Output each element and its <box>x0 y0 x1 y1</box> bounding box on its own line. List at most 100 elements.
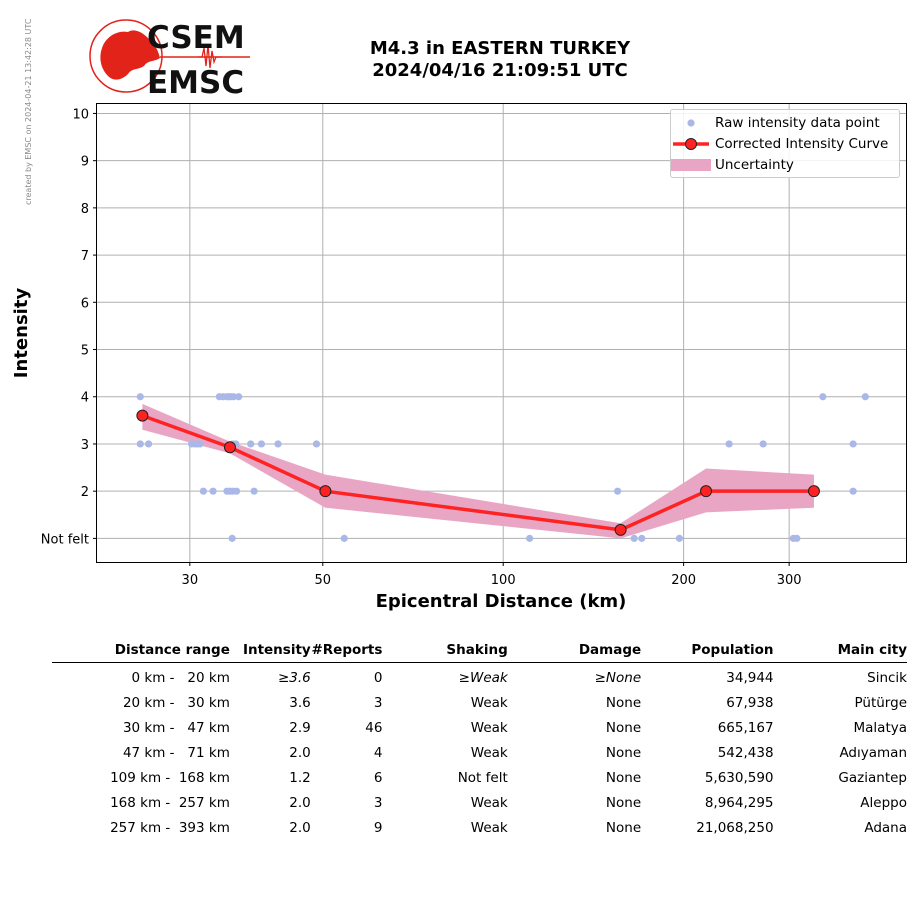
cell-city: Malatya <box>853 719 908 736</box>
chart-legend: Raw intensity data point Corrected Inten… <box>670 109 900 178</box>
legend-uncertainty-symbol <box>671 159 711 171</box>
table-row: 109 km - 168 km 1.2 6 Not felt None 5,63… <box>52 765 907 790</box>
col-population: Population <box>641 640 774 663</box>
cell-population: 67,938 <box>726 694 774 711</box>
side-credit-text: created by EMSC on 2024-04-21 13:42:28 U… <box>24 18 33 205</box>
cell-reports: 46 <box>365 719 383 736</box>
logo-csem: CSEM <box>147 20 245 56</box>
cell-distance: 257 km - 393 km <box>110 819 230 836</box>
cell-population: 8,964,295 <box>704 794 774 811</box>
y-tick-label: 10 <box>72 107 89 122</box>
legend-curve-symbol <box>673 138 709 150</box>
cell-intensity: ≥3.6 <box>277 669 311 686</box>
cell-reports: 6 <box>373 769 383 786</box>
legend-uncertainty-label: Uncertainty <box>715 157 794 173</box>
table-row: 47 km - 71 km 2.0 4 Weak None 542,438 Ad… <box>52 740 907 765</box>
cell-population: 34,944 <box>726 669 774 686</box>
raw-data-point <box>849 487 857 495</box>
raw-data-point <box>675 534 684 542</box>
curve-point <box>223 441 236 454</box>
raw-data-point <box>199 487 207 495</box>
cell-city: Pütürge <box>854 694 908 711</box>
raw-data-point <box>196 440 204 448</box>
csem-emsc-logo: CSEM EMSC <box>89 19 250 98</box>
cell-shaking: Weak <box>470 694 508 711</box>
intensity-summary-table: Distance range Intensity #Reports Shakin… <box>52 640 907 840</box>
y-tick-label: 6 <box>81 296 89 311</box>
chart-title-line2: 2024/04/16 21:09:51 UTC <box>372 60 628 81</box>
y-tick-label: 9 <box>81 155 89 170</box>
y-tick-label: 3 <box>81 438 89 453</box>
cell-damage: None <box>605 719 642 736</box>
cell-population: 665,167 <box>717 719 774 736</box>
chart-title: M4.3 in EASTERN TURKEY 2024/04/16 21:09:… <box>300 38 700 82</box>
cell-distance: 168 km - 257 km <box>110 794 230 811</box>
legend-raw-symbol <box>687 119 695 127</box>
raw-data-point <box>257 440 266 448</box>
cell-shaking: Not felt <box>457 769 508 786</box>
raw-data-point <box>793 534 801 542</box>
cell-reports: 3 <box>373 694 383 711</box>
col-damage: Damage <box>507 640 642 663</box>
globe-icon <box>89 19 163 93</box>
cell-intensity: 3.6 <box>289 694 311 711</box>
col-shaking: Shaking <box>382 640 508 663</box>
raw-data-point <box>274 440 282 448</box>
curve-markers <box>136 409 820 536</box>
raw-data-point <box>340 534 348 542</box>
raw-data-point <box>861 393 869 401</box>
raw-data-point <box>230 393 238 401</box>
raw-data-point <box>759 440 767 448</box>
cell-shaking: Weak <box>470 719 508 736</box>
curve-line <box>141 413 814 532</box>
raw-data-point <box>232 487 241 495</box>
intensity-chart: Not felt 2 3 4 5 6 7 8 9 10 30 50 100 200 300 Epicent… <box>11 103 907 612</box>
y-tick-label: 4 <box>81 391 89 406</box>
legend-curve-label: Corrected Intensity Curve <box>715 136 889 152</box>
table-row: 30 km - 47 km 2.9 46 Weak None 665,167 M… <box>52 715 907 740</box>
col-distance-range: Distance range <box>52 640 230 663</box>
raw-data-point <box>250 487 258 495</box>
table-row: 168 km - 257 km 2.0 3 Weak None 8,964,29… <box>52 790 907 815</box>
y-tick-label: 2 <box>81 485 89 500</box>
legend-raw-label: Raw intensity data point <box>715 115 880 131</box>
cell-damage: None <box>605 819 642 836</box>
x-tick-label: 300 <box>777 573 802 588</box>
cell-city: Gaziantep <box>838 769 907 786</box>
table-header-row: Distance range Intensity #Reports Shakin… <box>52 640 907 663</box>
col-main-city: Main city <box>773 640 907 663</box>
plot-frame <box>96 103 907 563</box>
raw-data-point <box>725 440 733 448</box>
cell-intensity: 2.0 <box>289 819 311 836</box>
logo-emsc: EMSC <box>147 65 244 98</box>
raw-points <box>136 393 869 542</box>
curve-point <box>614 523 627 536</box>
raw-data-point <box>144 440 153 448</box>
legend-item-curve: Corrected Intensity Curve <box>671 134 899 154</box>
table-row: 20 km - 30 km 3.6 3 Weak None 67,938 Püt… <box>52 690 907 715</box>
cell-shaking: Weak <box>470 744 508 761</box>
x-tick-label: 50 <box>315 573 332 588</box>
cell-population: 21,068,250 <box>696 819 774 836</box>
raw-data-point <box>312 440 321 448</box>
raw-data-point <box>638 534 646 542</box>
cell-distance: 0 km - 20 km <box>131 669 230 686</box>
legend-item-raw: Raw intensity data point <box>671 113 899 133</box>
col-intensity: Intensity <box>229 640 311 663</box>
curve-point <box>136 409 149 422</box>
raw-data-point <box>819 393 827 401</box>
raw-data-point <box>247 440 255 448</box>
uncertainty-area <box>142 403 814 539</box>
cell-damage: None <box>605 769 642 786</box>
y-axis-label: Intensity <box>11 288 32 379</box>
cell-distance: 20 km - 30 km <box>122 694 230 711</box>
raw-data-point <box>136 393 144 401</box>
raw-data-point <box>209 487 217 495</box>
cell-intensity: 2.0 <box>289 744 311 761</box>
curve-point <box>700 485 713 498</box>
y-tick-label: Not felt <box>41 532 89 547</box>
cell-distance: 30 km - 47 km <box>122 719 230 736</box>
x-tick-label: 30 <box>182 573 199 588</box>
cell-reports: 4 <box>373 744 383 761</box>
cell-population: 542,438 <box>717 744 774 761</box>
